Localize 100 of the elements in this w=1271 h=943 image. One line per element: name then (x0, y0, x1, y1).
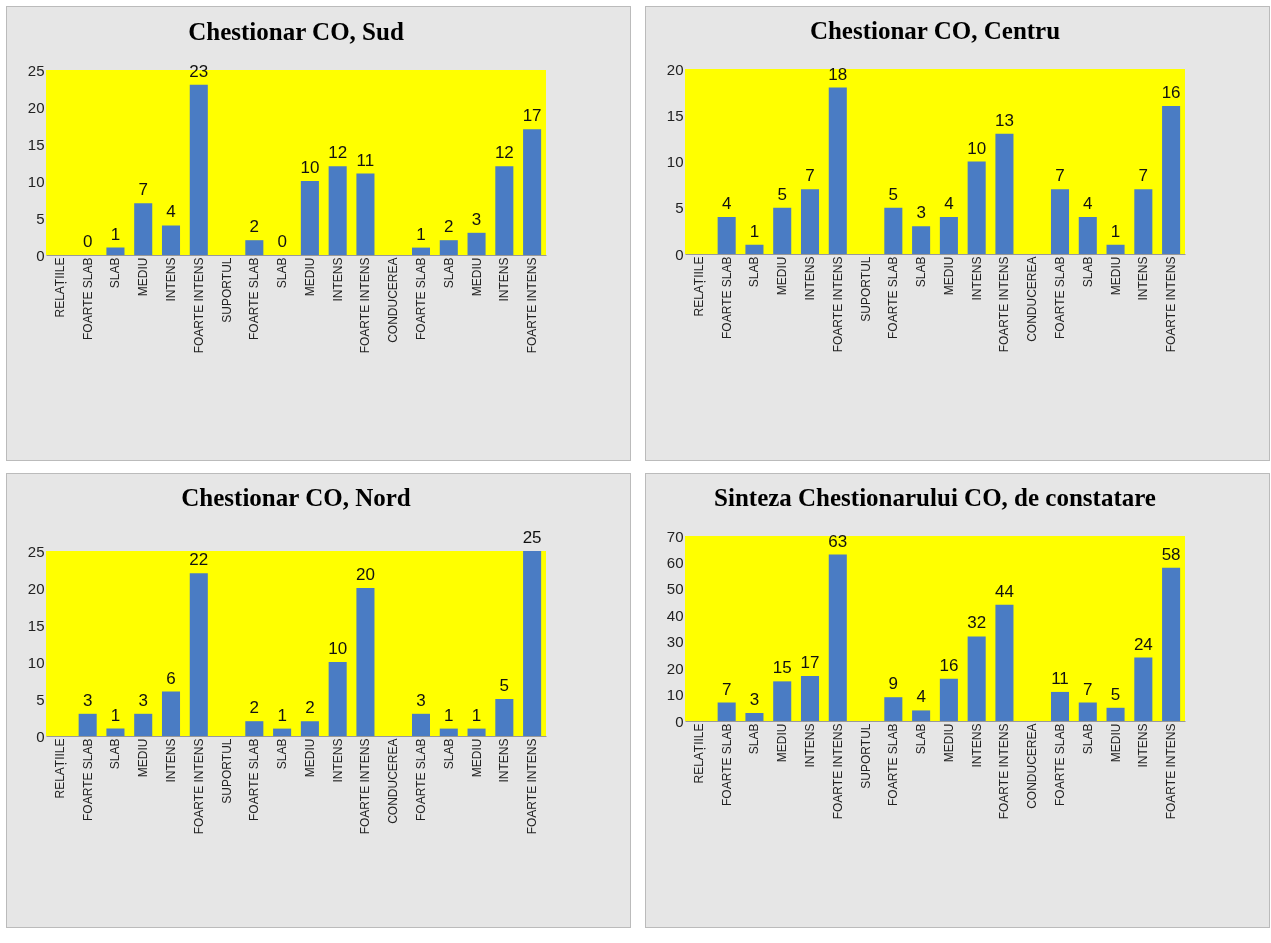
bar (884, 697, 903, 721)
data-label: 32 (967, 613, 987, 633)
y-tick-label: 70 (666, 527, 684, 545)
x-tick-label: MEDIU (136, 257, 151, 297)
data-label: 11 (356, 150, 375, 170)
data-label: 16 (1161, 83, 1181, 102)
chart-title: Chestionar CO, Sud (188, 17, 404, 45)
data-label: 3 (82, 690, 93, 710)
y-tick-label: 15 (27, 135, 45, 153)
data-label: 1 (749, 221, 760, 241)
y-tick-label: 20 (666, 659, 684, 677)
data-label: 4 (944, 194, 954, 213)
x-tick-label: SLAB (108, 257, 123, 289)
data-label: 20 (355, 565, 375, 584)
data-label: 63 (828, 531, 848, 551)
bar (328, 662, 347, 736)
bar (300, 181, 319, 255)
bar (717, 702, 736, 721)
data-label: 16 (939, 655, 959, 675)
x-tick-label: SLAB (914, 256, 929, 288)
x-tick-label: FOARTE SLAB (1053, 723, 1067, 806)
bar (523, 551, 542, 736)
bar (995, 133, 1014, 254)
data-label: 1 (110, 224, 121, 244)
data-label: 7 (721, 679, 732, 699)
data-label: 12 (328, 143, 348, 163)
data-label: 0 (277, 232, 287, 251)
y-tick-label: 0 (675, 245, 684, 263)
x-tick-label: INTENS (1136, 723, 1151, 768)
y-tick-label: 10 (666, 153, 684, 170)
data-label: 13 (994, 110, 1014, 130)
x-tick-label: MEDIU (302, 257, 317, 297)
bar (523, 129, 542, 255)
data-label: 1 (444, 705, 454, 725)
x-tick-label: SLAB (747, 256, 762, 288)
bar (967, 161, 986, 254)
bar (939, 217, 958, 254)
x-tick-label: FOARTE SLAB (80, 738, 95, 821)
x-tick-label: SLAB (914, 723, 929, 755)
x-tick-label: SLAB (275, 257, 290, 289)
data-label: 7 (805, 166, 815, 186)
x-tick-label: SUPORTUL (219, 257, 234, 323)
bar (773, 207, 792, 254)
x-tick-label: INTENS (1136, 256, 1151, 301)
data-label: 6 (166, 668, 176, 688)
x-tick-label: MEDIU (469, 738, 484, 778)
data-label: 24 (1133, 634, 1153, 654)
x-tick-label: FOARTE INTENS (358, 738, 373, 835)
bar (189, 84, 208, 255)
x-tick-label: MEDIU (941, 723, 956, 763)
x-tick-label: FOARTE SLAB (414, 257, 428, 340)
x-tick-label: FOARTE SLAB (886, 723, 901, 806)
x-tick-label: SUPORTUL (219, 738, 234, 804)
y-tick-label: 5 (675, 199, 684, 217)
bar (828, 554, 847, 721)
x-tick-label: MEDIU (775, 256, 790, 296)
y-tick-label: 10 (666, 686, 684, 704)
bar (828, 87, 847, 254)
x-tick-label: CONDUCEREA (1025, 256, 1040, 342)
bar (717, 217, 736, 254)
y-tick-label: 0 (36, 727, 45, 745)
bar (884, 207, 903, 254)
bar (745, 713, 764, 721)
x-tick-label: INTENS (803, 723, 817, 768)
bar (411, 247, 431, 255)
x-tick-label: SLAB (275, 738, 290, 770)
x-tick-label: RELAȚIILE (691, 256, 706, 317)
data-label: 15 (772, 658, 792, 678)
x-tick-label: FOARTE SLAB (247, 738, 262, 821)
x-tick-label: SLAB (1080, 723, 1095, 755)
x-tick-label: INTENS (164, 257, 178, 302)
x-tick-label: INTENS (330, 738, 345, 783)
chart-title: Chestionar CO, Centru (809, 17, 1061, 44)
data-label: 18 (828, 64, 848, 84)
bar (134, 713, 153, 736)
x-tick-label: INTENS (330, 257, 345, 302)
chart-title: Chestionar CO, Nord (181, 484, 411, 511)
x-tick-label: FOARTE INTENS (1164, 256, 1179, 353)
bar (495, 166, 514, 255)
data-label: 3 (916, 203, 926, 223)
x-tick-label: CONDUCEREA (386, 257, 401, 343)
x-tick-label: INTENS (497, 257, 512, 302)
y-tick-label: 10 (27, 172, 45, 190)
x-tick-label: FOARTE INTENS (525, 738, 540, 835)
bar (1162, 106, 1181, 254)
data-label: 2 (444, 217, 454, 237)
x-tick-label: MEDIU (1108, 256, 1123, 296)
data-label: 4 (1083, 194, 1093, 213)
chart-title: Sinteza Chestionarului CO, de constatare (714, 484, 1156, 511)
x-tick-label: CONDUCEREA (386, 738, 401, 824)
y-tick-label: 40 (666, 606, 684, 624)
bar (106, 247, 125, 255)
x-tick-label: FOARTE INTENS (191, 738, 206, 835)
x-tick-label: INTENS (803, 256, 817, 301)
data-label: 17 (800, 653, 820, 673)
bar (411, 713, 431, 736)
data-label: 7 (1055, 166, 1065, 186)
bar (78, 713, 97, 736)
y-tick-label: 30 (666, 633, 684, 651)
x-tick-label: INTENS (969, 723, 984, 768)
